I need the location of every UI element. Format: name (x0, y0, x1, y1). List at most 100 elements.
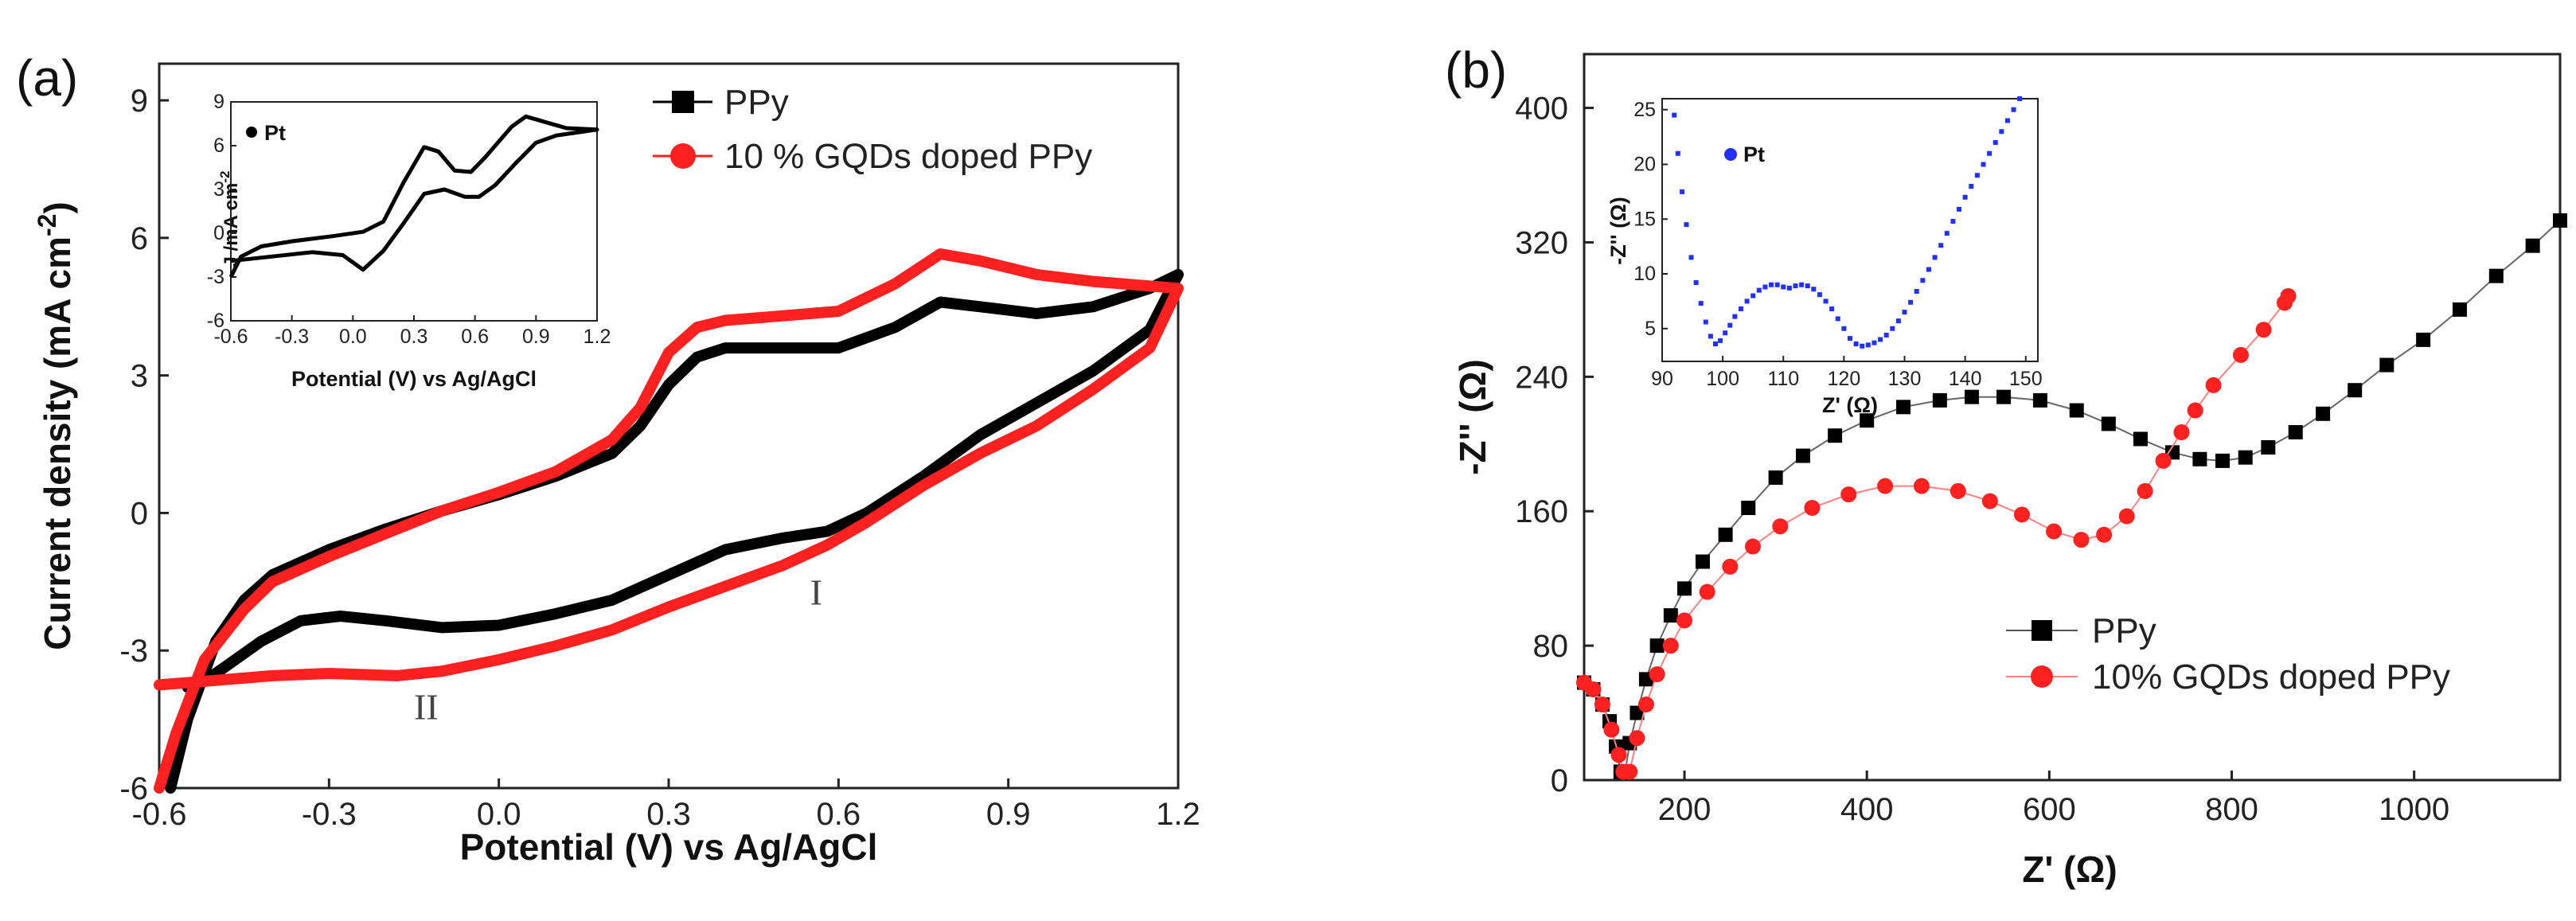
y-tick-label: 0 (131, 496, 148, 531)
inset-b-data-point (1718, 338, 1723, 343)
data-point-gqd-ppy (1950, 482, 1966, 499)
data-point-ppy (1996, 389, 2012, 404)
data-point-gqd-ppy (1772, 518, 1789, 535)
inset-b-data-point (1835, 316, 1840, 322)
inset-b-data-point (2004, 118, 2010, 123)
peak-label-II: II (414, 687, 439, 728)
panel-b-label: (b) (1445, 41, 1507, 99)
data-point-gqd-ppy (1637, 697, 1654, 712)
data-point-gqd-ppy (2187, 402, 2203, 419)
inset-b-data-point (1680, 189, 1685, 194)
inset-x-tick-label: 100 (1706, 368, 1739, 390)
inset-x-tick-label: 0.9 (522, 326, 550, 348)
legend-b-label-gqd: 10% GQDs doped PPy (2092, 658, 2450, 697)
inset-b-legend-marker (1724, 148, 1737, 161)
x-tick-label: 1000 (2379, 792, 2449, 827)
x-tick-label: 400 (1840, 792, 1894, 827)
data-point-ppy (1932, 392, 1947, 408)
data-point-gqd-ppy (2137, 482, 2153, 499)
data-point-gqd-ppy (2118, 508, 2135, 525)
inset-b-data-point (1786, 285, 1792, 291)
data-point-gqd-ppy (1744, 538, 1761, 555)
inset-b-data-point (1999, 129, 2004, 135)
data-point-ppy (2488, 268, 2504, 283)
x-tick-label: 0.0 (477, 797, 521, 832)
inset-b-data-point (1744, 299, 1750, 304)
inset-b-data-point (1817, 292, 1822, 298)
data-point-gqd-ppy (1594, 697, 1610, 712)
legend-marker-ppy (672, 91, 694, 113)
data-point-gqd-ppy (2173, 424, 2190, 440)
panel-a-ylabel: Current density (mA cm-2) (33, 201, 78, 650)
data-point-gqd-ppy (1622, 763, 1638, 780)
data-point-ppy (2553, 213, 2567, 228)
peak-label-I: I (810, 572, 822, 613)
data-point-ppy (1828, 428, 1843, 443)
panel-a-ticks: -0.6 -0.3 0.0 0.3 0.6 0.9 1.2 -6 -3 0 3 6 9 (119, 84, 1200, 832)
y-tick-label: 80 (1533, 629, 1569, 664)
data-point-gqd-ppy (1699, 583, 1715, 600)
y-tick-label: 400 (1515, 92, 1568, 127)
y-tick-label: 240 (1515, 360, 1568, 395)
inset-b-data-point (1774, 282, 1780, 287)
inset-b-frame (1661, 98, 2039, 362)
data-point-ppy (1718, 527, 1733, 542)
data-point-ppy (2101, 416, 2116, 431)
inset-a-ticks: -0.6 -0.3 0.0 0.3 0.6 0.9 1.2 -6 -3 0 3 6 9 (207, 91, 611, 348)
data-point-gqd-ppy (2155, 452, 2172, 469)
data-point-gqd-ppy (1722, 558, 1739, 575)
panel-a-inset: -0.6 -0.3 0.0 0.3 0.6 0.9 1.2 -6 -3 0 3 6 9 Pt Poten… (207, 91, 611, 391)
data-point-gqd-ppy (1649, 666, 1665, 682)
data-point-ppy (2238, 450, 2253, 465)
data-point-ppy (2348, 383, 2363, 398)
inset-b-data-point (1781, 284, 1786, 290)
x-tick-label: 0.9 (986, 797, 1031, 832)
inset-x-tick-label: 1.2 (584, 326, 611, 348)
legend-label-gqd: 10 % GQDs doped PPy (724, 137, 1092, 176)
panel-b-xlabel: Z' (Ω) (2022, 849, 2117, 890)
inset-b-series (1672, 96, 2023, 349)
data-point-gqd-ppy (2280, 288, 2297, 304)
inset-b-data-point (1987, 150, 1992, 156)
inset-y-tick-label: 0 (213, 222, 224, 244)
inset-b-data-point (1723, 330, 1728, 336)
data-point-ppy (2416, 332, 2431, 347)
inset-b-data-point (1902, 310, 1907, 315)
inset-b-data-point (1811, 287, 1817, 292)
data-point-ppy (1677, 581, 1692, 596)
inset-y-tick-label: 3 (213, 178, 224, 201)
inset-b-data-point (1926, 267, 1931, 272)
inset-b-data-point (1684, 222, 1689, 228)
panel-b-legend: PPy 10% GQDs doped PPy (2006, 611, 2450, 697)
inset-b-data-point (1698, 301, 1704, 306)
panel-a-legend: PPy 10 % GQDs doped PPy (653, 83, 1092, 176)
inset-b-data-point (2017, 96, 2023, 101)
data-point-gqd-ppy (1913, 478, 1930, 494)
data-point-gqd-ppy (1981, 493, 1998, 509)
data-point-ppy (2215, 453, 2231, 468)
x-tick-label: -0.3 (302, 797, 357, 832)
inset-b-data-point (1860, 343, 1865, 349)
inset-a-pt-curve (228, 114, 599, 279)
data-point-ppy (1649, 638, 1665, 654)
inset-x-tick-label: 110 (1767, 368, 1799, 390)
inset-b-xlabel: Z' (Ω) (1822, 393, 1878, 417)
series-line-gqd-ppy (154, 248, 1184, 794)
data-point-gqd-ppy (2013, 506, 2030, 523)
inset-b-data-point (1712, 341, 1718, 346)
legend-b-marker-gqd (2031, 665, 2053, 688)
inset-b-data-point (1703, 319, 1708, 325)
data-point-gqd-ppy (2232, 346, 2249, 363)
data-point-gqd-ppy (2096, 526, 2113, 543)
inset-x-tick-label: 150 (2009, 368, 2043, 390)
inset-b-data-point (1693, 280, 1699, 285)
inset-b-data-point (1751, 293, 1756, 299)
x-tick-label: -0.6 (132, 797, 187, 832)
data-point-ppy (2261, 440, 2276, 455)
y-tick-label: -3 (119, 634, 148, 669)
inset-x-tick-label: 140 (1949, 368, 1982, 390)
data-point-ppy (2316, 406, 2331, 421)
x-tick-label: 1.2 (1156, 797, 1200, 832)
inset-a-legend-marker (246, 127, 257, 138)
